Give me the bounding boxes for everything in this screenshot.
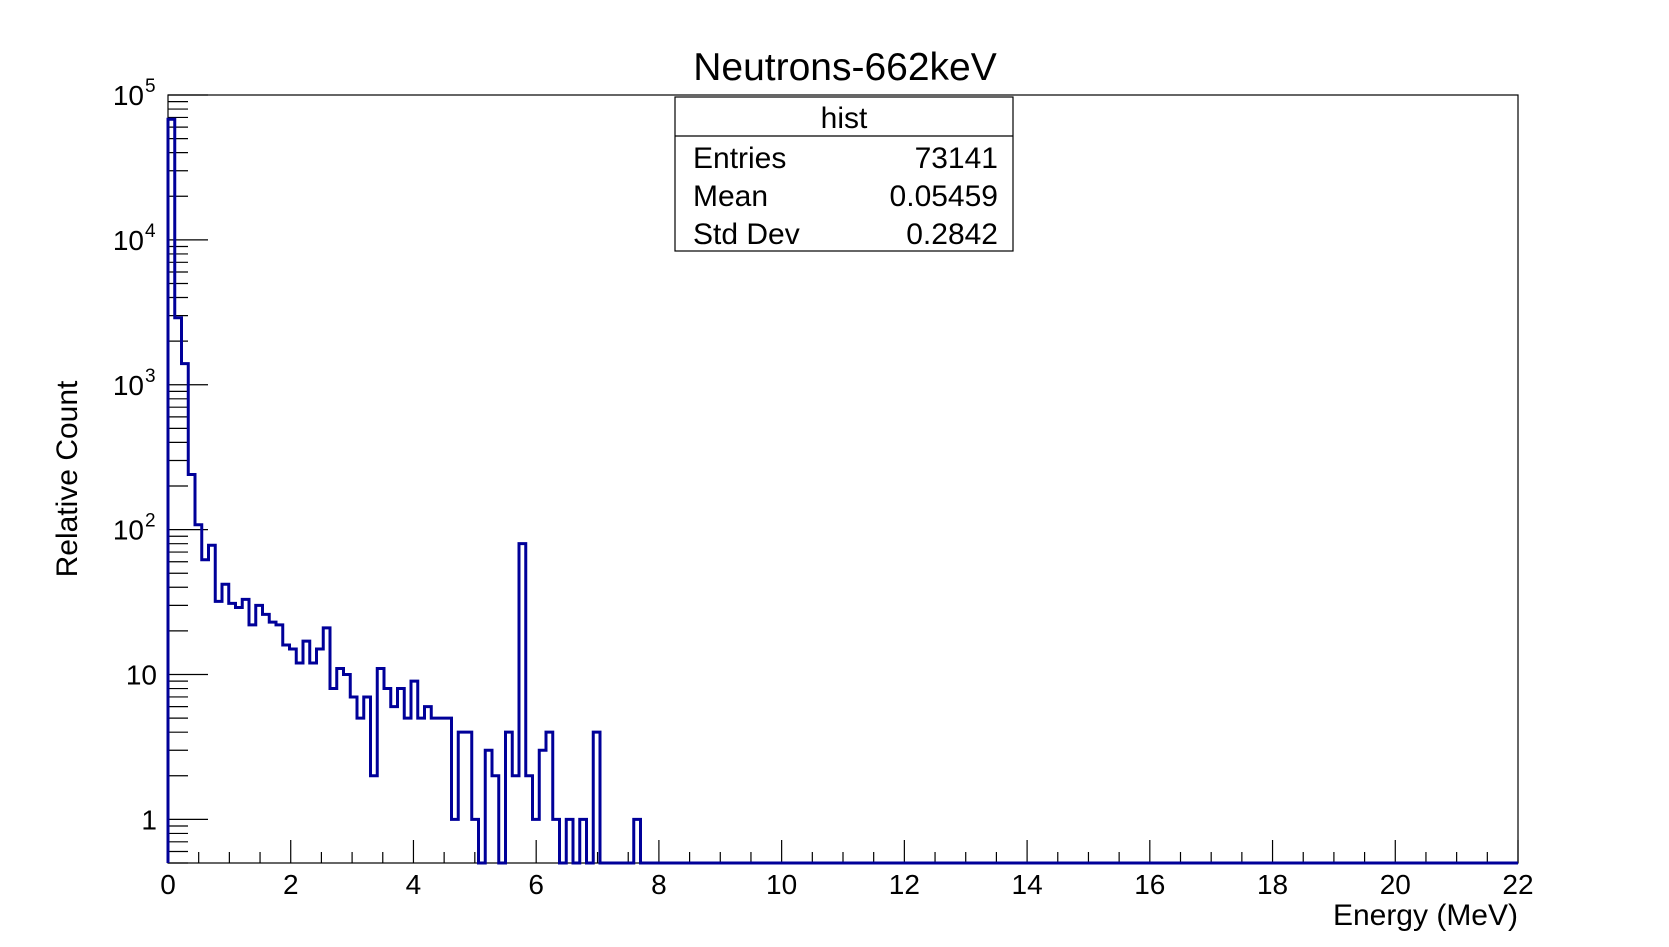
x-tick-label: 2: [283, 869, 299, 900]
stats-stddev-value: 0.2842: [906, 218, 998, 251]
histogram-line: [166, 117, 1518, 865]
x-tick-label: 10: [766, 869, 797, 900]
y-tick-label: 10: [113, 370, 144, 401]
chart-title: Neutrons-662keV: [693, 46, 997, 89]
x-tick-label: 22: [1502, 869, 1533, 900]
stats-entries-value: 73141: [915, 142, 998, 175]
stats-mean-value: 0.05459: [890, 180, 998, 213]
stats-box-frame: [674, 96, 1014, 252]
y-tick-label-exponent: 5: [145, 76, 156, 97]
x-tick-label: 20: [1380, 869, 1411, 900]
x-axis-ticks: [167, 840, 1519, 863]
x-tick-label: 8: [651, 869, 667, 900]
x-tick-label: 4: [406, 869, 422, 900]
x-tick-label: 14: [1012, 869, 1043, 900]
y-tick-label-exponent: 3: [145, 366, 156, 387]
stats-stddev-label: Std Dev: [693, 218, 800, 251]
y-tick-label: 10: [113, 225, 144, 256]
stats-box-title: hist: [821, 102, 868, 135]
x-tick-label: 12: [889, 869, 920, 900]
x-tick-label: 6: [528, 869, 544, 900]
y-tick-label-exponent: 4: [145, 221, 156, 242]
y-tick-label-exponent: 2: [145, 511, 156, 532]
y-axis-label: Relative Count: [51, 380, 84, 577]
x-tick-label: 18: [1257, 869, 1288, 900]
x-tick-label: 0: [160, 869, 176, 900]
y-tick-label: 10: [113, 80, 144, 111]
x-axis-tick-labels: 0 2 4 6 8 10 12 14 16 18 20 22: [160, 869, 1533, 900]
stats-entries-label: Entries: [693, 142, 786, 175]
stats-box: hist Entries 73141 Mean 0.05459 Std Dev …: [674, 96, 1014, 252]
x-tick-label: 16: [1134, 869, 1165, 900]
y-tick-label: 10: [126, 660, 157, 691]
y-tick-label: 10: [113, 515, 144, 546]
stats-mean-label: Mean: [693, 180, 768, 213]
y-tick-label: 1: [141, 804, 157, 835]
x-axis-label: Energy (MeV): [1333, 899, 1518, 932]
